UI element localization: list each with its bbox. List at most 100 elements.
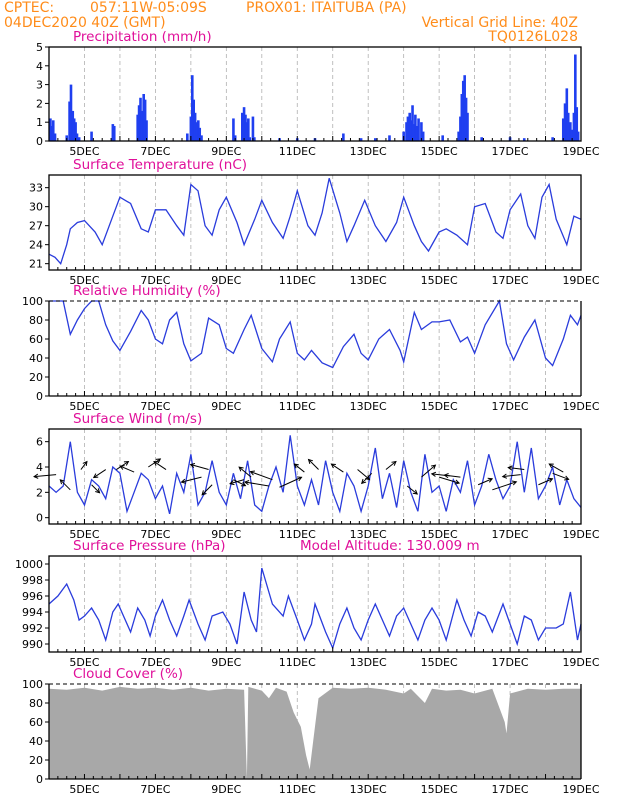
precip-bar [457,131,460,141]
precip-bar [242,107,246,141]
y-tick-label: 0 [36,390,43,403]
precip-bar [522,138,526,141]
y-tick-label: 1000 [15,558,43,571]
precip-bar [412,124,416,141]
precip-bar [441,135,444,141]
y-tick-label: 992 [22,622,43,635]
precip-bar [411,105,414,141]
wind-arrow [548,463,564,473]
wind-arrow [385,460,397,470]
wind-arrow [33,473,57,479]
x-tick-label: 13DEC [350,400,387,413]
y-tick-label: 21 [29,258,43,271]
wind-arrow [180,476,202,484]
wind-arrow [361,472,373,485]
x-tick-label: 19DEC [562,528,599,541]
precip-bar [68,101,71,141]
x-tick-label: 7DEC [140,656,170,669]
precip-bar [232,118,235,141]
panel-title: Surface Wind (m/s) [73,411,202,427]
precip-bar [189,116,193,141]
x-tick-label: 11DEC [279,528,316,541]
wind-arrow [153,460,167,470]
precip-bar [112,125,116,141]
wind-arrow [330,463,344,473]
precip-bar [570,129,574,141]
precip-bar [137,105,141,141]
precip-bar [244,114,247,141]
precip-bar [460,94,464,141]
x-tick-label: 13DEC [350,783,387,796]
precip-bar [200,135,203,141]
x-tick-label: 13DEC [350,656,387,669]
precip-bar [53,133,57,141]
precip-bar [420,122,423,141]
precip-bar [565,88,569,141]
precip-bar [240,112,244,141]
precip-bar [69,84,73,141]
y-tick-label: 3 [36,79,43,92]
x-tick-label: 17DEC [492,528,529,541]
x-tick-label: 5DEC [69,400,99,413]
y-tick-label: 4 [36,461,43,474]
y-tick-label: 1 [36,116,43,129]
y-tick-label: 20 [29,754,43,767]
wind-arrow [91,484,101,494]
x-tick-label: 7DEC [140,274,170,287]
precip-bar [464,97,468,141]
precip-bar [480,137,483,141]
precip-bar [459,116,462,141]
y-tick-label: 0 [36,773,43,786]
precip-bar [569,122,572,141]
press-line [48,567,582,650]
precip-bar [576,131,580,141]
precip-bar [461,80,465,141]
y-tick-label: 4 [36,60,43,73]
rh-line [49,299,582,369]
wind-arrow [279,476,303,488]
header-run-date: 04DEC2020 40Z (GMT) [4,15,166,31]
panel-subtitle: Model Altitude: 130.009 m [300,538,480,554]
wind-arrow [552,472,570,481]
y-tick-label: 998 [22,574,43,587]
wind-arrow [421,464,437,478]
wind-arrow [357,469,371,481]
wind-arrow [229,479,245,486]
wind-arrow [293,463,305,473]
wind-arrow [233,479,247,487]
y-tick-label: 2 [36,97,43,110]
x-tick-label: 9DEC [211,274,241,287]
panel-precip: Precipitation (mm/h) 0 1 2 3 4 5 5DEC 7DEC 9DEC 11… [36,29,600,158]
x-tick-label: 7DEC [140,783,170,796]
precip-bar [342,133,345,141]
precip-bar [198,127,202,141]
x-tick-label: 7DEC [140,528,170,541]
precip-bar [190,75,194,141]
precip-bar [421,131,425,141]
wind-arrow [59,479,71,491]
x-tick-label: 5DEC [69,528,99,541]
wind-arrow [80,460,88,470]
x-tick-label: 11DEC [279,274,316,287]
wind-arrow [443,473,461,479]
x-tick-label: 19DEC [562,400,599,413]
precip-bar [49,118,52,141]
y-tick-label: 30 [29,201,43,214]
panel-cloud: Cloud Cover (%) 0 20 40 60 80 100 5DEC 7DEC 9DEC 1… [22,666,600,796]
x-tick-label: 9DEC [211,400,241,413]
x-tick-label: 17DEC [492,145,529,158]
precip-bar [140,110,144,141]
precip-bar [466,112,469,141]
precip-bar [563,103,567,141]
x-tick-label: 11DEC [279,400,316,413]
precip-bar [186,133,189,141]
precip-bar [251,116,255,141]
panel-title: Surface Temperature (nC) [73,157,247,173]
y-tick-label: 24 [29,239,43,252]
precip-bar [142,94,145,141]
precip-bar [143,99,147,141]
x-tick-label: 17DEC [492,274,529,287]
precip-bar [245,122,249,141]
precip-bar [574,54,577,141]
